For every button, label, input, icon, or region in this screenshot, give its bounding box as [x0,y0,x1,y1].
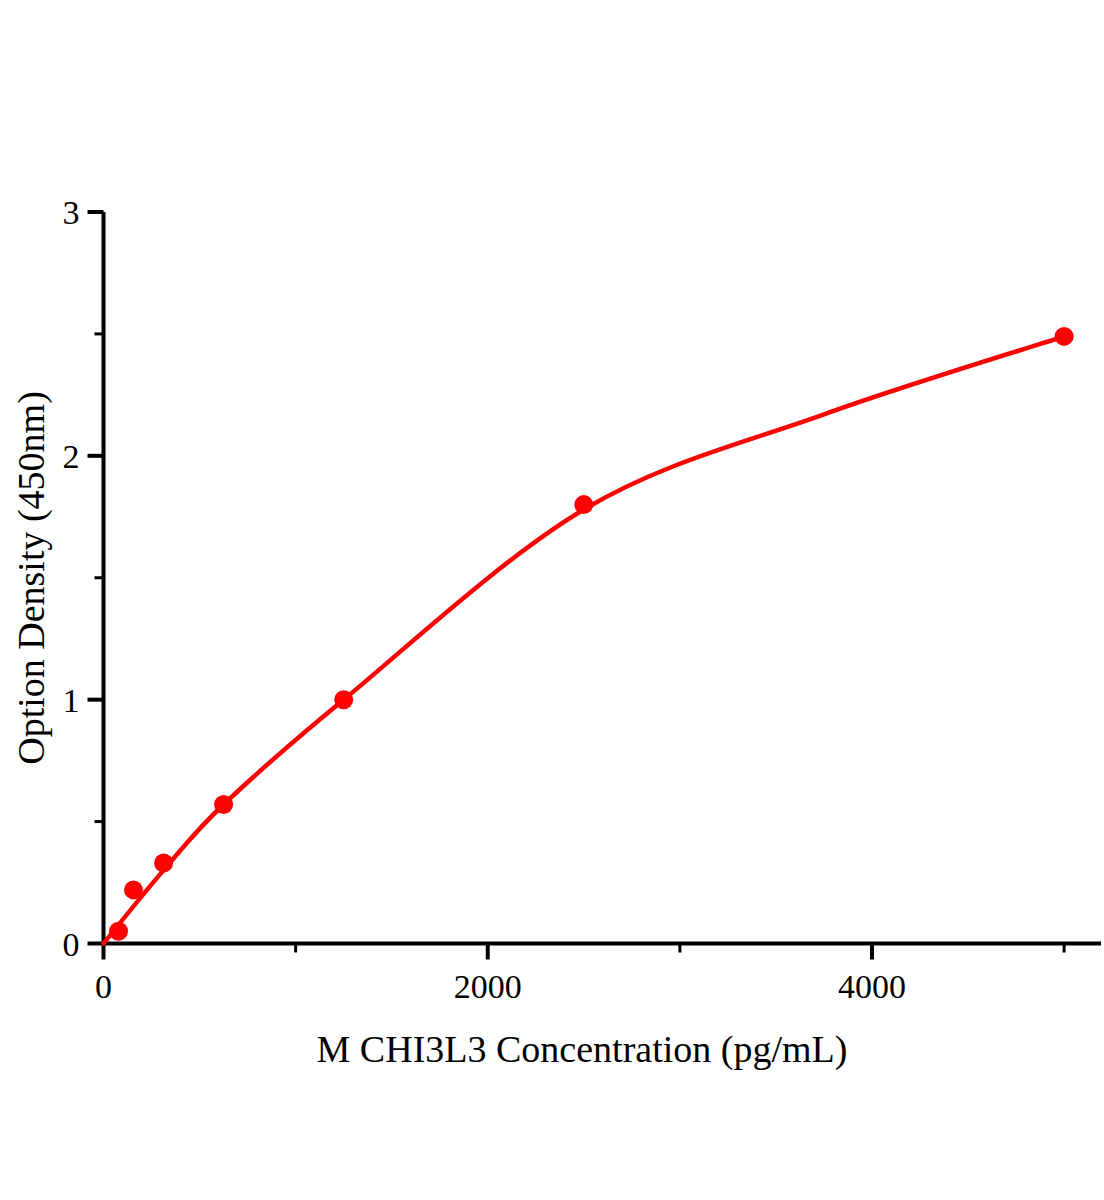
y-tick-label: 3 [63,194,80,231]
y-tick-label: 1 [63,682,80,719]
standard-curve-chart: 0 1 2 3 0 2000 4000 M CHI3L3 Concentration (pg… [0,0,1104,1200]
data-point [574,495,593,514]
axis-spines [104,212,1102,944]
axes-layer: 0 1 2 3 0 2000 4000 [63,194,1102,1005]
data-point [109,922,128,941]
data-point [334,690,353,709]
data-point [154,854,173,873]
data-point [214,795,233,814]
x-tick-label: 4000 [838,968,906,1005]
y-axis-title: Option Density (450nm) [10,391,53,765]
data-point [124,880,143,899]
data-point [1055,327,1074,346]
elisa-standard-curve-figure: 0 1 2 3 0 2000 4000 M CHI3L3 Concentration (pg… [0,0,1104,1200]
x-axis-title: M CHI3L3 Concentration (pg/mL) [317,1028,848,1071]
series-layer [104,327,1074,944]
x-tick-label: 0 [95,968,112,1005]
fit-curve [104,336,1065,943]
y-tick-label: 2 [63,438,80,475]
x-tick-label: 2000 [454,968,522,1005]
y-tick-label: 0 [63,926,80,963]
